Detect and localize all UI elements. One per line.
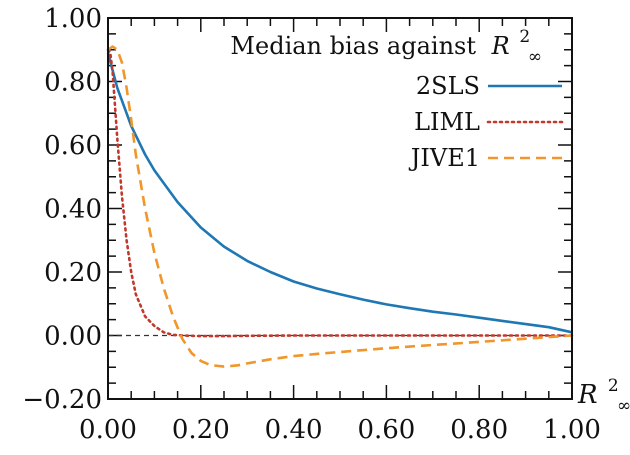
x-axis-label-sub: ∞ xyxy=(617,396,630,416)
y-tick-label: −0.20 xyxy=(22,385,102,415)
y-tick-label: 0.80 xyxy=(44,68,102,98)
legend: 2SLS LIML JIVE1 xyxy=(408,72,564,172)
plot-frame xyxy=(107,17,573,400)
legend-title: Median bias against R 2 ∞ xyxy=(230,20,542,67)
series-liml xyxy=(106,48,574,338)
legend-title-sub: ∞ xyxy=(528,47,542,67)
y-tick-label: 0.00 xyxy=(44,322,102,352)
series-jive1 xyxy=(107,45,573,368)
y-tick-label: 0.40 xyxy=(44,195,102,225)
y-tick-label: 0.20 xyxy=(44,258,102,288)
x-tick-label: 1.00 xyxy=(543,415,601,445)
legend-title-text: Median bias against xyxy=(230,32,476,60)
x-axis-label-sup: 2 xyxy=(608,376,619,396)
x-tick-label: 0.00 xyxy=(79,415,137,445)
legend-label-liml: LIML xyxy=(414,108,480,136)
legend-label-jive1: JIVE1 xyxy=(408,144,480,172)
legend-label-2sls: 2SLS xyxy=(416,72,480,100)
x-tick-label: 0.20 xyxy=(172,415,230,445)
tick-labels: 0.00 0.20 0.40 0.60 0.80 1.00 1.00 0.80 0.60 0.40… xyxy=(22,4,601,445)
series-2sls xyxy=(106,52,573,334)
x-tick-label: 0.80 xyxy=(450,415,508,445)
series-lines xyxy=(106,45,574,368)
legend-title-sup: 2 xyxy=(519,27,530,47)
legend-title-symbol: R xyxy=(491,32,510,60)
x-tick-label: 0.60 xyxy=(357,415,415,445)
x-tick-label: 0.40 xyxy=(265,415,323,445)
axis-ticks xyxy=(107,17,573,400)
x-axis-label: R 2 ∞ xyxy=(577,368,630,416)
y-tick-label: 1.00 xyxy=(44,4,102,34)
x-axis-label-symbol: R xyxy=(577,380,598,410)
y-tick-label: 0.60 xyxy=(44,131,102,161)
